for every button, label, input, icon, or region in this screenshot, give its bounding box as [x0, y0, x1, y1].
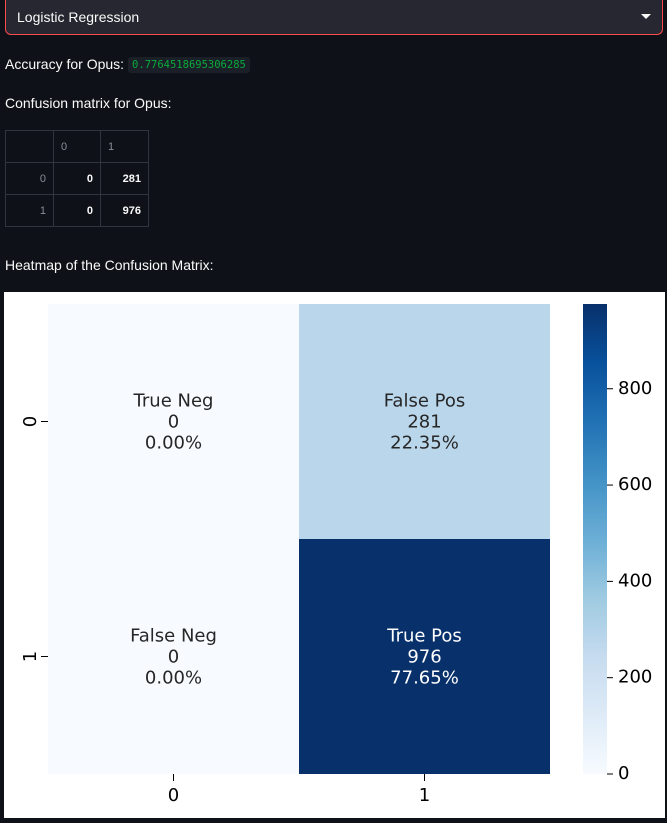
heatmap-cell-label: False Neg	[130, 626, 217, 647]
table-cell[interactable]: 0	[53, 194, 101, 227]
heatmap-cell-label: True Pos	[386, 626, 462, 647]
table-cell[interactable]: 281	[100, 162, 149, 195]
accuracy-value: 0.7764518695306285	[128, 57, 250, 73]
heatmap-cell	[299, 539, 550, 774]
colorbar-tick-label: 600	[618, 474, 652, 495]
table-header-row: 0 1	[5, 130, 149, 163]
confusion-matrix-label: Confusion matrix for Opus:	[5, 95, 172, 111]
heatmap-cell-label: 0	[168, 412, 179, 433]
heatmap-cell-label: 0.00%	[145, 433, 202, 454]
heatmap-cell-label: True Neg	[133, 391, 214, 412]
table-row: 1 0 976	[5, 194, 149, 227]
model-select-value: Logistic Regression	[17, 9, 140, 25]
table-column-header[interactable]: 0	[53, 130, 101, 163]
accuracy-label: Accuracy for Opus:	[5, 56, 125, 72]
heatmap-cell-label: 281	[407, 412, 441, 433]
y-tick-label: 1	[20, 651, 41, 662]
table-row-index: 1	[5, 194, 54, 227]
heatmap-cell-label: 976	[407, 647, 441, 668]
heatmap-cell	[48, 304, 299, 539]
heatmap-cell-label: 0.00%	[145, 668, 202, 689]
accuracy-line: Accuracy for Opus: 0.7764518695306285	[5, 56, 250, 73]
heatmap-cell-label: False Pos	[384, 391, 466, 412]
colorbar	[583, 304, 607, 774]
heatmap-cell-label: 0	[168, 647, 179, 668]
model-select[interactable]: Logistic Regression	[5, 0, 663, 35]
table-cell[interactable]: 976	[100, 194, 149, 227]
confusion-matrix-table: 0 1 0 0 281 1 0 976	[5, 130, 149, 227]
colorbar-tick-label: 800	[618, 378, 652, 399]
heatmap-cell-label: 77.65%	[390, 668, 459, 689]
table-row-index: 0	[5, 162, 54, 195]
table-cell[interactable]: 0	[53, 162, 101, 195]
colorbar-tick-label: 400	[618, 570, 652, 591]
heatmap-cell	[299, 304, 550, 539]
chevron-down-icon[interactable]	[641, 14, 651, 19]
x-tick-label: 0	[168, 785, 179, 806]
heatmap-cell	[48, 539, 299, 774]
colorbar-tick-label: 0	[618, 763, 629, 784]
y-tick-label: 0	[20, 416, 41, 427]
heatmap-label: Heatmap of the Confusion Matrix:	[5, 257, 214, 273]
table-column-header[interactable]: 1	[100, 130, 149, 163]
table-corner-cell	[5, 130, 54, 163]
heatmap-figure: True Neg 0 0.00% False Pos 281 22.35% False Ne…	[4, 292, 665, 818]
x-tick-label: 1	[419, 785, 430, 806]
heatmap-cell-label: 22.35%	[390, 433, 459, 454]
table-row: 0 0 281	[5, 162, 149, 195]
colorbar-tick-label: 200	[618, 667, 652, 688]
